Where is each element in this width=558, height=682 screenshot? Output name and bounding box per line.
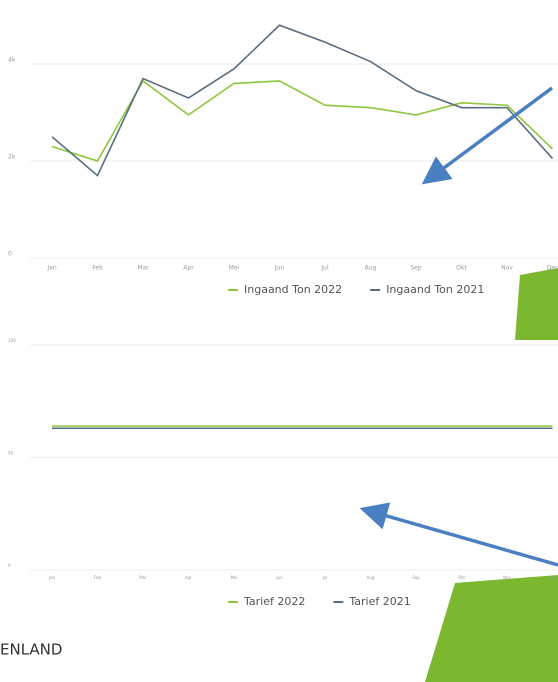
y-tick-label: 4k: [8, 57, 16, 64]
y-tick-label: 0: [8, 563, 11, 568]
y-tick-label: 100: [8, 338, 16, 343]
x-tick-label: Jul: [320, 265, 329, 272]
x-tick-label: Mei: [230, 575, 237, 580]
decor-shape: [515, 268, 558, 340]
x-tick-label: Jul: [322, 575, 328, 580]
series-line: [51, 79, 554, 162]
logo-text: ENLAND: [0, 641, 62, 659]
series-line: [51, 24, 554, 177]
x-tick-label: Sep: [412, 575, 420, 580]
charts: 0 2k 4k Jan Feb Mar Apr Mei Jun Jul Aug Sep Okt Nov De…: [8, 24, 558, 608]
y-tick-label: 50: [8, 451, 14, 456]
y-tick-label: 0: [8, 251, 12, 258]
arrow: [359, 502, 558, 567]
legend-label: Ingaand Ton 2021: [386, 283, 484, 296]
x-tick-label: Dec: [547, 265, 558, 272]
x-tick-label: Okt: [456, 265, 467, 272]
y-tick-label: 2k: [8, 154, 16, 161]
x-tick-label: Feb: [94, 575, 102, 580]
arrow: [421, 86, 554, 185]
legend-label: Ingaand Ton 2022: [244, 283, 342, 296]
x-tick-label: Nov: [503, 575, 511, 580]
x-tick-label: Aug: [367, 575, 375, 580]
x-tick-label: Jun: [274, 265, 285, 272]
decor-shape: [425, 575, 558, 682]
x-tick-label: Apr: [183, 265, 194, 272]
x-tick-label: Jun: [275, 575, 283, 580]
x-tick-label: Feb: [92, 265, 103, 272]
legend-label: Tarief 2022: [243, 595, 305, 608]
legend-label: Tarief 2021: [348, 595, 410, 608]
x-tick-label: Jan: [48, 575, 56, 580]
x-tick-label: Jan: [46, 265, 56, 272]
x-tick-label: Dec: [549, 575, 557, 580]
x-tick-label: Okt: [458, 575, 465, 580]
x-tick-label: Apr: [185, 575, 192, 580]
x-tick-label: Mei: [229, 265, 240, 272]
x-tick-label: Aug: [365, 265, 377, 272]
x-tick-label: Mar: [137, 265, 149, 272]
x-tick-label: Nov: [501, 265, 513, 272]
x-tick-label: Mar: [139, 575, 147, 580]
x-tick-label: Sep: [410, 265, 422, 272]
